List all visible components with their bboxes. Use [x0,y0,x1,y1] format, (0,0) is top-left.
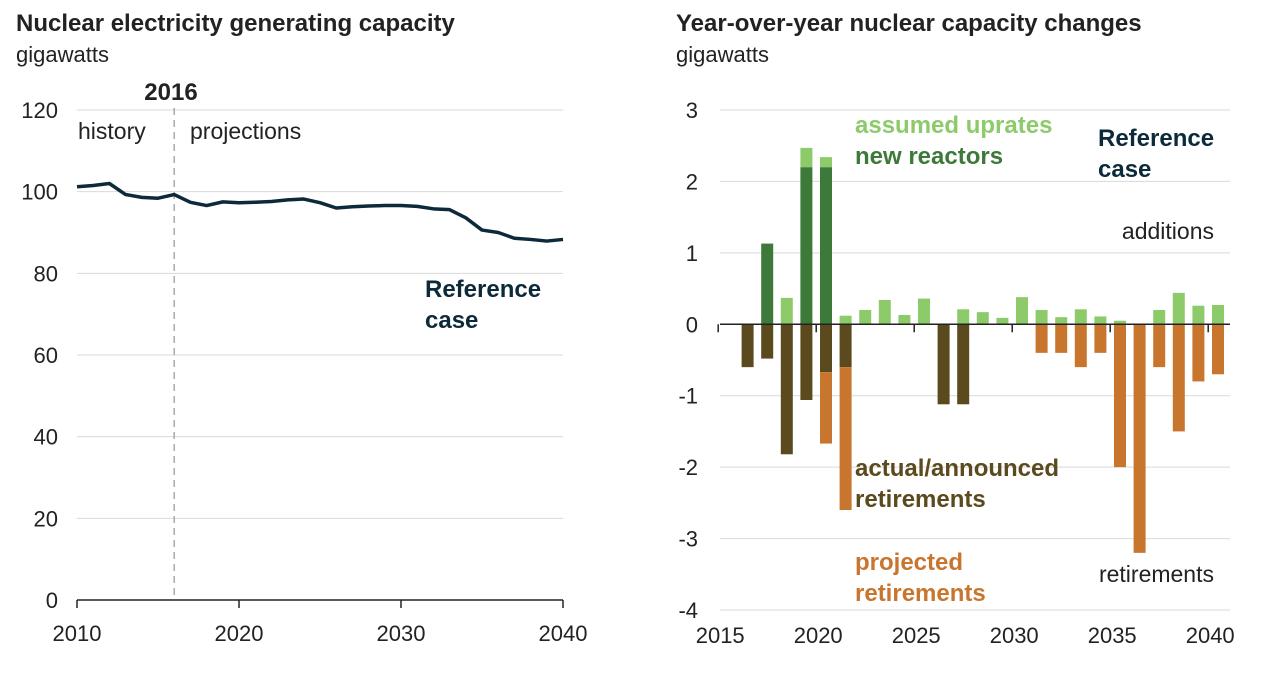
right-y-tick-label: 0 [686,312,698,337]
bar-projected-retirements-2038 [1172,324,1185,432]
legend-projected-retirements-line2: retirements [855,580,986,607]
bar-assumed-uprates-2027 [957,309,970,325]
left-y-tick-label: 0 [46,588,58,613]
left-y-tick-label: 80 [34,261,58,286]
bar-projected-retirements-2040 [1212,324,1224,375]
legend-actual-retirements-line2: retirements [855,486,986,513]
bar-assumed-uprates-2039 [1192,305,1205,325]
bar-new-reactors-2017 [761,243,774,325]
bar-projected-retirements-2036 [1133,324,1146,553]
left-divider-year-label: 2016 [144,79,197,106]
bar-actual-announced-retirements-2018 [780,324,793,455]
bar-assumed-uprates-2031 [1035,310,1048,325]
bar-projected-retirements-2021 [839,367,852,510]
left-chart-title: Nuclear electricity generating capacity [16,10,456,37]
right-chart-title: Year-over-year nuclear capacity changes [676,10,1142,37]
bar-assumed-uprates-2035 [1114,320,1126,325]
right-y-tick-label: -1 [678,384,698,409]
bar-assumed-uprates-2022 [859,310,872,325]
left-capacity-line [76,181,564,243]
right-y-tick-label: -3 [678,527,698,552]
bar-projected-retirements-2034 [1094,324,1107,353]
bar-actual-announced-retirements-2027 [957,324,970,405]
bar-actual-announced-retirements-2019 [800,324,813,400]
bar-new-reactors-2019 [800,167,813,325]
bar-assumed-uprates-2020 [820,157,832,168]
right-chart-unit-label: gigawatts [676,42,769,67]
bar-assumed-uprates-2029 [996,317,1009,325]
bar-projected-retirements-2037 [1153,324,1166,368]
bar-projected-retirements-2032 [1055,324,1068,353]
legend-new-reactors: new reactors [855,143,1003,170]
left-reference-case-label-line2: case [425,307,478,334]
left-x-tick-label: 2020 [215,621,264,646]
left-x-tick-label: 2010 [53,621,102,646]
bar-actual-announced-retirements-2016 [741,324,754,368]
bar-projected-retirements-2031 [1035,324,1048,353]
bar-actual-announced-retirements-2020 [820,324,832,373]
bar-projected-retirements-2033 [1074,324,1087,368]
bar-new-reactors-2020 [820,167,832,325]
right-x-tick-label: 2035 [1088,623,1137,648]
bar-assumed-uprates-2028 [976,312,989,325]
right-x-tick-label: 2015 [696,623,745,648]
bar-actual-announced-retirements-2026 [937,324,950,405]
left-reference-case-label-line1: Reference [425,276,541,303]
retirements-label: retirements [1099,561,1214,587]
right-y-tick-label: -4 [678,598,698,623]
legend-assumed-uprates: assumed uprates [855,112,1052,139]
right-x-tick-label: 2030 [990,623,1039,648]
bar-assumed-uprates-2033 [1074,309,1087,325]
legend-projected-retirements-line1: projected [855,549,963,576]
right-y-tick-label: 1 [686,241,698,266]
bar-assumed-uprates-2018 [780,297,793,325]
bar-assumed-uprates-2037 [1153,310,1166,325]
bar-assumed-uprates-2023 [878,300,891,325]
right-y-tick-label: -2 [678,455,698,480]
left-x-tick-label: 2030 [377,621,426,646]
left-y-tick-label: 60 [34,343,58,368]
left-history-label: history [78,118,146,144]
right-x-tick-label: 2040 [1186,623,1235,648]
right-x-tick-label: 2025 [892,623,941,648]
bar-assumed-uprates-2032 [1055,317,1068,325]
bar-assumed-uprates-2025 [918,298,930,325]
right-reference-case-label-line1: Reference [1098,125,1214,152]
bar-actual-announced-retirements-2017 [761,324,774,359]
bar-assumed-uprates-2038 [1172,292,1185,325]
left-x-tick-label: 2040 [539,621,588,646]
bar-assumed-uprates-2034 [1094,316,1107,325]
left-y-tick-label: 40 [34,425,58,450]
legend-actual-retirements-line1: actual/announced [855,455,1059,482]
left-y-tick-label: 120 [21,98,58,123]
right-x-tick-label: 2020 [794,623,843,648]
additions-label: additions [1122,218,1214,244]
bar-assumed-uprates-2030 [1016,297,1028,325]
bar-actual-announced-retirements-2021 [839,324,852,368]
right-reference-case-label-line2: case [1098,156,1151,183]
right-y-tick-label: 2 [686,169,698,194]
bar-assumed-uprates-2024 [898,315,911,325]
bar-assumed-uprates-2040 [1212,305,1224,325]
bar-projected-retirements-2039 [1192,324,1205,382]
left-chart-unit-label: gigawatts [16,42,109,67]
bar-projected-retirements-2020 [820,372,832,444]
left-projections-label: projections [190,118,301,144]
left-y-tick-label: 20 [34,506,58,531]
right-y-tick-label: 3 [686,98,698,123]
bar-assumed-uprates-2021 [839,315,852,325]
bar-assumed-uprates-2019 [800,147,813,168]
bar-projected-retirements-2035 [1114,324,1126,468]
left-y-tick-label: 100 [21,180,58,205]
